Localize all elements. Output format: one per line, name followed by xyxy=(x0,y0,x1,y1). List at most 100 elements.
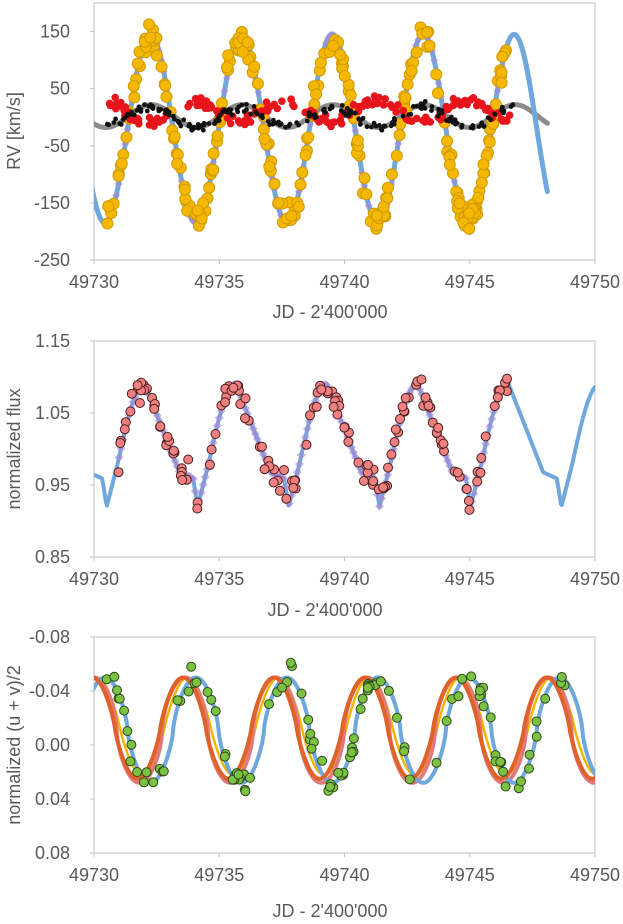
rv-secondary-point xyxy=(363,96,372,104)
flux-model-diamond xyxy=(214,413,224,423)
x-tick-label: 49750 xyxy=(570,272,620,292)
polarization-point xyxy=(210,706,221,717)
polarization-point xyxy=(126,739,137,750)
flux-model-diamond xyxy=(296,450,306,460)
flux-point xyxy=(502,373,512,384)
rv-tertiary-point xyxy=(429,108,434,113)
rv-primary-point xyxy=(489,98,502,111)
rv-primary-point xyxy=(131,57,144,70)
rv-model-diamond xyxy=(351,126,360,135)
rv-tertiary-point xyxy=(360,115,366,121)
flux-point xyxy=(204,459,215,470)
polarization-point xyxy=(478,701,489,712)
rv-tertiary-point xyxy=(321,107,326,113)
flux-point xyxy=(397,401,408,412)
rv-tertiary-point xyxy=(163,110,169,116)
rv-primary-point xyxy=(441,135,454,147)
flux-point xyxy=(476,453,487,463)
rv-primary-point xyxy=(292,200,305,213)
rv-secondary-point xyxy=(408,117,416,125)
rv-primary-point xyxy=(314,56,327,69)
polarization-point xyxy=(303,714,314,725)
flux-point xyxy=(192,503,203,514)
polarization-point xyxy=(264,699,274,710)
rv-tertiary-point xyxy=(142,102,147,108)
rv-tertiary-point xyxy=(117,121,123,127)
rv-secondary-point xyxy=(278,97,286,105)
rv-tertiary-point xyxy=(241,109,247,114)
rv-secondary-point xyxy=(212,107,221,115)
flux-point xyxy=(228,382,239,393)
flux-model-diamond xyxy=(383,470,393,480)
rv-secondary-point xyxy=(234,117,243,125)
flux-point xyxy=(240,413,250,424)
rv-primary-point xyxy=(241,36,254,49)
rv-secondary-point xyxy=(150,122,158,130)
polarization-point xyxy=(306,743,317,754)
rv-tertiary-point xyxy=(124,113,130,119)
flux-point xyxy=(452,467,463,478)
rv-primary-point xyxy=(344,89,357,102)
rv-secondary-point xyxy=(191,94,200,103)
flux-model-diamond xyxy=(469,489,479,499)
rv-secondary-point xyxy=(223,114,232,122)
y-tick-label: 0.04 xyxy=(35,789,70,809)
rv-tertiary-point xyxy=(106,122,112,128)
rv-tertiary-point xyxy=(369,124,374,130)
rv-primary-point xyxy=(268,177,281,190)
polarization-point xyxy=(383,685,394,696)
polarization-point xyxy=(516,776,526,787)
polarization-point xyxy=(305,728,316,739)
polarization-point xyxy=(495,756,506,767)
flux-point xyxy=(126,388,137,399)
rv-model-diamond xyxy=(434,79,443,88)
rv-tertiary-point xyxy=(347,110,353,116)
polarization-panel: -0.08 -0.04 0.00 0.04 0.08 49730 49735 49740 49… xyxy=(4,627,620,921)
rv-secondary-point xyxy=(336,116,345,124)
flux-point xyxy=(305,410,315,421)
flux-model-diamond xyxy=(481,439,491,449)
flux-point xyxy=(390,424,401,435)
rv-tertiary-point xyxy=(144,108,150,114)
flux-point xyxy=(132,380,143,391)
polarization-point xyxy=(125,756,136,767)
rv-tertiary-point xyxy=(364,124,370,130)
rv-model-diamond xyxy=(220,87,229,96)
y-tick-label: -0.04 xyxy=(29,681,70,701)
rv-tertiary-point xyxy=(200,127,206,133)
rv-primary-point xyxy=(377,200,390,213)
rv-model-diamond xyxy=(364,201,373,210)
rv-secondary-point xyxy=(379,101,388,109)
polarization-point xyxy=(109,671,120,682)
rv-secondary-point xyxy=(505,111,514,119)
x-tick-label: 49740 xyxy=(319,865,369,885)
flux-point xyxy=(423,400,434,411)
flux-point xyxy=(206,444,217,455)
polarization-point xyxy=(333,767,344,778)
rv-primary-point xyxy=(421,26,434,39)
rv-primary-point xyxy=(120,131,133,144)
polarization-point xyxy=(183,686,194,697)
x-tick-label: 49730 xyxy=(69,865,119,885)
flux-point xyxy=(343,436,354,447)
flux-point xyxy=(400,393,411,403)
rv-tertiary-point xyxy=(270,121,276,127)
rv-model-diamond xyxy=(222,74,231,83)
rv-tertiary-point xyxy=(222,109,228,114)
rv-primary-point xyxy=(159,79,172,92)
rv-primary-point xyxy=(258,132,271,145)
rv-secondary-point xyxy=(442,103,450,111)
rv-secondary-point xyxy=(388,103,397,112)
y-tick-label: 0.85 xyxy=(35,547,70,567)
y-tick-label: -250 xyxy=(34,250,70,270)
polarization-point xyxy=(441,716,452,726)
rv-tertiary-point xyxy=(163,107,169,113)
rv-primary-point xyxy=(168,130,181,143)
rv-primary-point xyxy=(128,91,141,104)
flux-point xyxy=(339,422,350,433)
rv-secondary-point xyxy=(424,117,433,125)
rv-tertiary-point xyxy=(190,126,196,132)
rv-primary-point xyxy=(472,191,485,204)
rv-secondary-point xyxy=(324,118,332,127)
flux-point xyxy=(288,482,299,493)
